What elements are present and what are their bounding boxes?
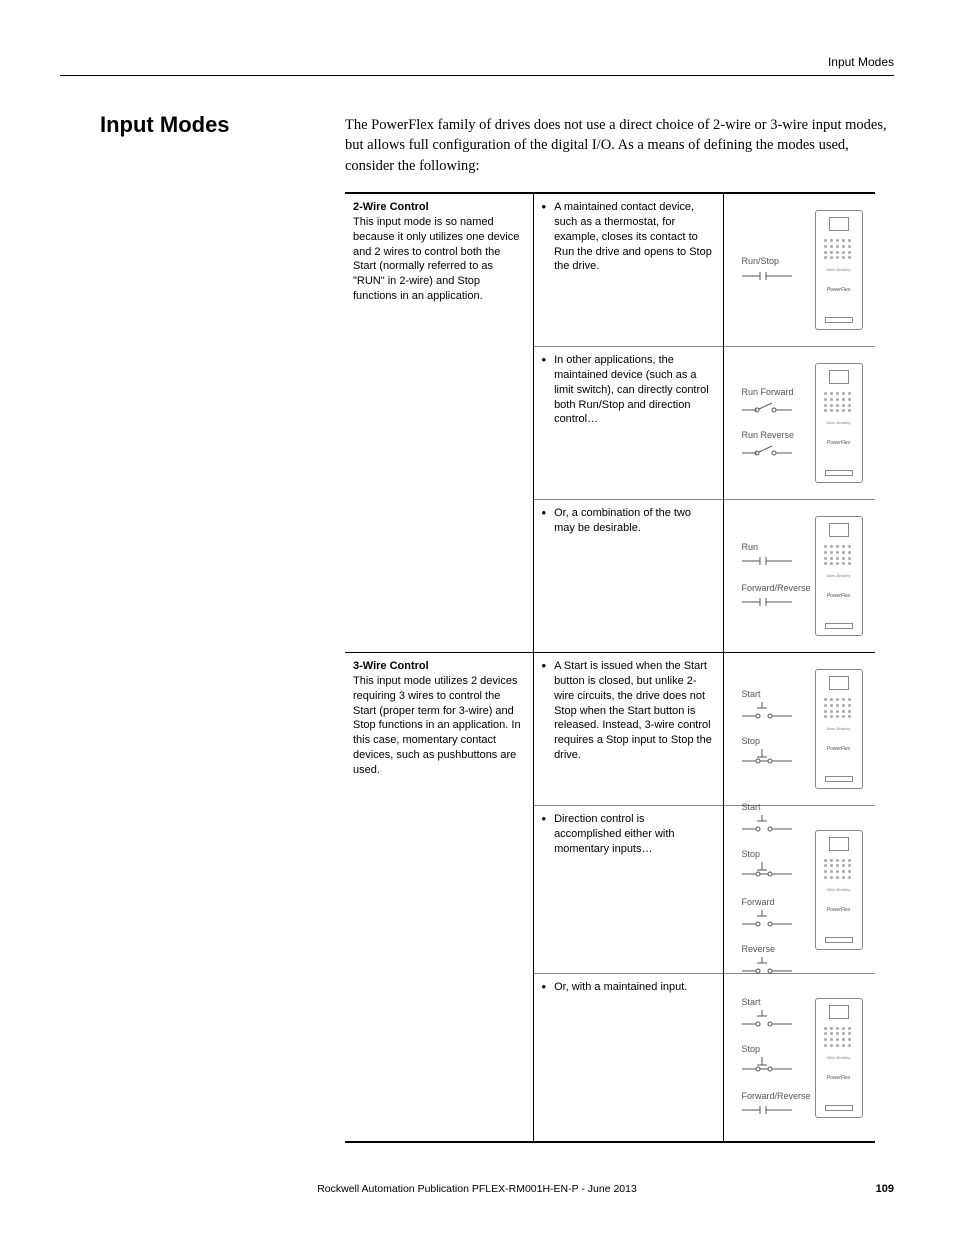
- signal-symbol-icon: [742, 957, 792, 978]
- drive-illustration: Allen-Bradley PowerFlex: [815, 830, 863, 950]
- signal-symbol-icon: [742, 749, 792, 770]
- signal-row: Stop: [742, 735, 811, 770]
- bullet-icon: •: [542, 659, 547, 763]
- signal-symbol-icon: [742, 596, 792, 611]
- signal-symbol-icon: [742, 862, 792, 883]
- bullet-icon: •: [542, 506, 547, 536]
- bullet-icon: •: [542, 980, 547, 995]
- signal-row: Run Reverse: [742, 429, 811, 460]
- signal-symbol-icon: [742, 702, 792, 723]
- signal-label: Forward/Reverse: [742, 582, 811, 594]
- bullet-cell: •A Start is issued when the Start button…: [533, 653, 723, 806]
- page-number: 109: [876, 1183, 894, 1195]
- signal-label: Run/Stop: [742, 255, 780, 267]
- signal-label: Run Forward: [742, 386, 794, 398]
- signal-label: Stop: [742, 735, 761, 747]
- signal-symbol-icon: [742, 270, 792, 285]
- drive-illustration: Allen-Bradley PowerFlex: [815, 363, 863, 483]
- bullet-icon: •: [542, 812, 547, 857]
- signal-row: Start: [742, 801, 811, 836]
- bullet-text: Or, with a maintained input.: [554, 980, 687, 995]
- mode-description: 2-Wire Control This input mode is so name…: [345, 193, 533, 653]
- signal-symbol-icon: [742, 1057, 792, 1078]
- modes-table: 2-Wire Control This input mode is so name…: [345, 192, 875, 1143]
- signal-row: Forward: [742, 896, 811, 931]
- mode-title: 3-Wire Control: [353, 660, 429, 672]
- signal-label: Stop: [742, 848, 761, 860]
- signal-row: Reverse: [742, 943, 811, 978]
- signal-row: Stop: [742, 848, 811, 883]
- diagram-cell: Run/Stop Allen-Bradley PowerFlex: [723, 193, 875, 347]
- bullet-text: In other applications, the maintained de…: [554, 353, 714, 427]
- bullet-cell: •Direction control is accomplished eithe…: [533, 806, 723, 974]
- footer-text: Rockwell Automation Publication PFLEX-RM…: [0, 1183, 954, 1195]
- bullet-text: Or, a combination of the two may be desi…: [554, 506, 714, 536]
- signal-symbol-icon: [742, 815, 792, 836]
- signal-symbol-icon: [742, 910, 792, 931]
- signal-label: Forward/Reverse: [742, 1090, 811, 1102]
- bullet-text: Direction control is accomplished either…: [554, 812, 714, 857]
- diagram-cell: Run Forward/Reverse Allen-Bradley PowerF…: [723, 500, 875, 653]
- signal-label: Stop: [742, 1043, 761, 1055]
- drive-illustration: Allen-Bradley PowerFlex: [815, 516, 863, 636]
- signal-row: Run Forward: [742, 386, 811, 417]
- mode-title: 2-Wire Control: [353, 201, 429, 213]
- mode-body: This input mode utilizes 2 devices requi…: [353, 675, 521, 776]
- signal-label: Forward: [742, 896, 775, 908]
- signal-symbol-icon: [742, 400, 792, 417]
- signal-row: Stop: [742, 1043, 811, 1078]
- signal-label: Start: [742, 996, 761, 1008]
- mode-description: 3-Wire Control This input mode utilizes 2…: [345, 653, 533, 1143]
- bullet-cell: • Or, with a maintained input.: [533, 974, 723, 1143]
- drive-illustration: Allen-Bradley PowerFlex: [815, 210, 863, 330]
- section-title: Input Modes: [100, 112, 230, 138]
- diagram-cell: Run Forward Run Reverse Allen-Bradley Po…: [723, 347, 875, 500]
- bullet-cell: •In other applications, the maintained d…: [533, 347, 723, 500]
- signal-row: Start: [742, 996, 811, 1031]
- bullet-icon: •: [542, 353, 547, 427]
- header-right-text: Input Modes: [828, 55, 894, 69]
- bullet-cell: •Or, a combination of the two may be des…: [533, 500, 723, 653]
- signal-symbol-icon: [742, 443, 792, 460]
- signal-label: Run: [742, 541, 759, 553]
- mode-body: This input mode is so named because it o…: [353, 216, 519, 302]
- signal-row: Run/Stop: [742, 255, 811, 284]
- bullet-text: A maintained contact device, such as a t…: [554, 200, 714, 274]
- signal-label: Start: [742, 801, 761, 813]
- signal-symbol-icon: [742, 555, 792, 570]
- bullet-icon: •: [542, 200, 547, 274]
- diagram-cell: Start Stop Allen-Bradley PowerFlex: [723, 653, 875, 806]
- signal-label: Reverse: [742, 943, 776, 955]
- diagram-cell: Start Stop Forward Reverse Allen-Bradley…: [723, 806, 875, 974]
- signal-label: Start: [742, 688, 761, 700]
- bullet-cell: •A maintained contact device, such as a …: [533, 193, 723, 347]
- signal-symbol-icon: [742, 1010, 792, 1031]
- drive-illustration: Allen-Bradley PowerFlex: [815, 669, 863, 789]
- signal-row: Run: [742, 541, 811, 570]
- bullet-text: A Start is issued when the Start button …: [554, 659, 714, 763]
- header-rule: [60, 75, 894, 76]
- signal-row: Start: [742, 688, 811, 723]
- drive-illustration: Allen-Bradley PowerFlex: [815, 998, 863, 1118]
- signal-label: Run Reverse: [742, 429, 795, 441]
- intro-paragraph: The PowerFlex family of drives does not …: [345, 115, 894, 176]
- signal-row: Forward/Reverse: [742, 1090, 811, 1119]
- signal-row: Forward/Reverse: [742, 582, 811, 611]
- signal-symbol-icon: [742, 1104, 792, 1119]
- diagram-cell: Start Stop Forward/Reverse Allen-Bradley…: [723, 974, 875, 1143]
